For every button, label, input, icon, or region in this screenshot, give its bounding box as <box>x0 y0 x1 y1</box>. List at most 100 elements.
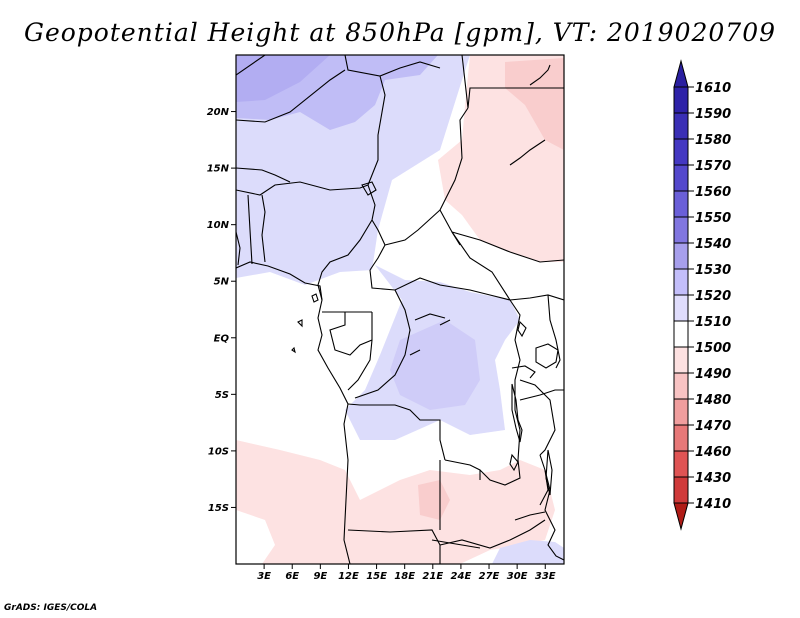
lon-tick-label: 21E <box>422 571 443 582</box>
border-togo <box>247 194 253 265</box>
colorbar-label: 1610 <box>695 81 731 96</box>
border-drc-car <box>354 289 411 399</box>
lat-tick-label: 10N <box>207 220 230 231</box>
lat-tick-label: 5N <box>214 277 230 288</box>
colorbar-label: 1540 <box>695 237 731 252</box>
colorbar-top-arrow <box>673 59 689 88</box>
border-tanzania-north <box>519 389 564 401</box>
colorbar-label: 1560 <box>695 185 731 200</box>
colorbar-label: 1510 <box>695 315 731 330</box>
lon-tick-label: 24E <box>451 571 472 582</box>
map-frame <box>235 54 565 565</box>
island-sao-tome <box>297 319 303 328</box>
lake-chad <box>361 181 377 196</box>
border-libya-sudan <box>461 55 564 109</box>
lon-tick-label: 15E <box>366 571 387 582</box>
lon-tick-label: 18E <box>394 571 415 582</box>
height-field-shading <box>236 55 564 564</box>
lat-tick-label: 5S <box>215 390 229 401</box>
border-rwanda <box>511 365 536 379</box>
field-region-white-southwest <box>236 510 275 564</box>
colorbar-swatch <box>673 294 689 322</box>
colorbar-label: 1550 <box>695 211 731 226</box>
colorbar-label: 1410 <box>695 497 731 512</box>
colorbar-swatch <box>673 398 689 426</box>
longitude-axis: 3E 6E 9E 12E 15E 18E 21E 24E 27E 30E 33E <box>257 564 556 582</box>
field-region-blue-central-core <box>390 320 480 410</box>
coastline-west-africa <box>236 261 351 564</box>
border-zambia-drc <box>479 459 521 486</box>
lon-tick-label: 27E <box>479 571 500 582</box>
colorbar-swatch <box>673 164 689 192</box>
border-angola-south <box>347 529 441 546</box>
lon-tick-label: 3E <box>257 571 271 582</box>
lat-tick-label: 15S <box>208 503 229 514</box>
island-bioko <box>311 293 319 303</box>
colorbar-swatch <box>673 86 689 114</box>
border-ghana <box>236 231 241 266</box>
border-congo-drc <box>347 312 373 391</box>
colorbar-label: 1570 <box>695 159 731 174</box>
border-car-sudan <box>451 231 511 301</box>
colorbar-swatch <box>673 112 689 140</box>
border-zambia-south <box>439 519 546 549</box>
colorbar-label: 1500 <box>695 341 731 356</box>
border-angola-north <box>347 403 446 461</box>
latitude-axis: 20N 15N 10N 5N EQ 5S 10S 15S <box>207 107 236 514</box>
colorbar-swatch <box>673 216 689 244</box>
lat-tick-label: 15N <box>207 164 230 175</box>
border-drc-east <box>509 299 521 461</box>
colorbar-swatch <box>673 242 689 270</box>
colorbar-swatch <box>673 450 689 478</box>
lon-tick-label: 9E <box>313 571 327 582</box>
lon-tick-label: 33E <box>535 571 556 582</box>
colorbar-label: 1590 <box>695 107 731 122</box>
lon-tick-label: 6E <box>285 571 299 582</box>
colorbar-swatch <box>673 320 689 348</box>
coast-red-sea <box>529 64 551 86</box>
field-region-pink-northeast-core <box>505 58 564 150</box>
lake-kariba <box>514 511 546 521</box>
colorbar-label: 1490 <box>695 367 731 382</box>
border-south-sudan-uganda <box>509 294 564 301</box>
border-angola-east <box>444 459 481 480</box>
colorbar-label: 1580 <box>695 133 731 148</box>
border-algeria-niger <box>236 55 266 76</box>
border-niger-chad <box>367 75 386 221</box>
colorbar-swatch <box>673 476 689 504</box>
field-region-pink-southwest <box>236 440 555 564</box>
colorbar-bottom-arrow <box>673 502 689 531</box>
lon-tick-label: 30E <box>507 571 528 582</box>
colorbar-label: 1480 <box>695 393 731 408</box>
border-tanzania-west <box>519 379 556 456</box>
border-chad-car <box>384 209 441 246</box>
colorbar-label: 1460 <box>695 445 731 460</box>
colorbar-label: 1520 <box>695 289 731 304</box>
lake-tanganyika <box>511 383 523 443</box>
border-uganda-kenya <box>547 294 561 369</box>
colorbar-swatch <box>673 346 689 374</box>
border-benin <box>261 194 266 263</box>
border-mali-niger <box>236 69 346 123</box>
lake-victoria <box>535 343 559 369</box>
colorbar-swatch <box>673 424 689 452</box>
field-region-pink-south-core <box>418 480 450 520</box>
lat-tick-label: 10S <box>208 446 229 457</box>
lon-tick-label: 12E <box>338 571 359 582</box>
colorbar-label: 1430 <box>695 471 731 486</box>
border-algeria-libya <box>344 55 441 77</box>
border-eritrea-frame <box>509 139 546 166</box>
country-borders <box>236 55 564 564</box>
colorbar: 1610 1590 1580 1570 1560 1550 1540 1530 1520 1510… <box>673 59 731 531</box>
field-region-blue-northwest-core <box>236 55 330 102</box>
island-annobon <box>291 346 296 354</box>
lake-malawi <box>545 449 553 496</box>
border-nigeria-cameroon <box>317 219 373 301</box>
river-congo-wetlands <box>409 313 451 356</box>
colorbar-swatch <box>673 138 689 166</box>
border-gabon-congo <box>329 312 373 356</box>
colorbar-label: 1470 <box>695 419 731 434</box>
lake-albert <box>517 320 527 338</box>
border-sudan-south <box>451 231 564 263</box>
